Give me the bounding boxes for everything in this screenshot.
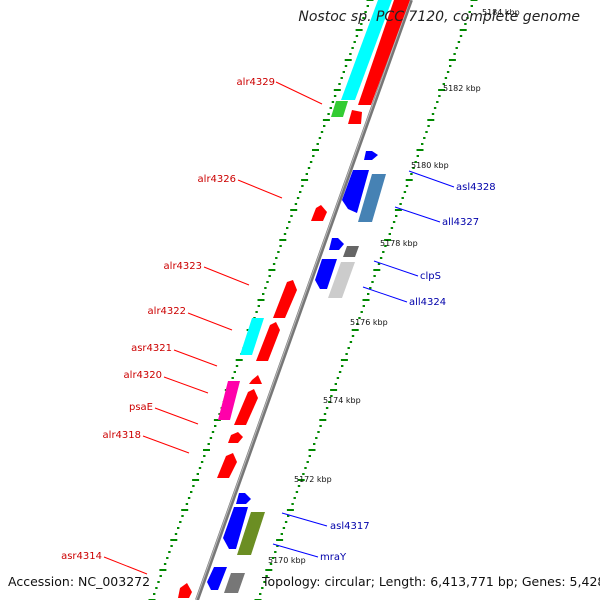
leader-line: [362, 286, 408, 303]
gene-label-mraY[interactable]: mraY: [320, 552, 347, 563]
gene-label-alr4318[interactable]: alr4318: [103, 430, 141, 441]
leader-line: [154, 407, 199, 425]
gene-label-psaE[interactable]: psaE: [129, 402, 153, 413]
genome-backbone-highlight: [195, 0, 411, 600]
gene-label-alr4323[interactable]: alr4323: [164, 261, 202, 272]
gene-label-all4324[interactable]: all4324: [409, 297, 446, 308]
scale-label: 5178 kbp: [380, 239, 418, 248]
gene-alr4322-cyan[interactable]: [240, 318, 264, 355]
gene-label-asr4314[interactable]: asr4314: [61, 551, 102, 562]
scale-label: 5184 kbp: [482, 8, 520, 17]
gene-psaE[interactable]: [234, 389, 258, 425]
gene-clpS[interactable]: [329, 238, 344, 250]
forward-strand-genes: [178, 0, 410, 598]
gene-alr4320-magenta[interactable]: [218, 381, 240, 420]
genome-backbone: [195, 0, 413, 600]
leader-line: [408, 170, 455, 188]
gene-asl4317[interactable]: [236, 493, 251, 504]
gene-label-alr4329[interactable]: alr4329: [237, 77, 275, 88]
leader-line: [275, 81, 323, 105]
gene-alr4323[interactable]: [273, 280, 297, 318]
leader-line: [173, 349, 218, 367]
leader-line: [281, 512, 328, 527]
leader-line: [272, 543, 319, 558]
gene-all4327-blue[interactable]: [342, 170, 369, 213]
gene-gray-small[interactable]: [343, 246, 359, 257]
gene-label-asr4321[interactable]: asr4321: [131, 343, 172, 354]
gene-mraY-olive[interactable]: [237, 512, 265, 555]
gene-mraY-blue[interactable]: [223, 507, 248, 549]
leader-line: [163, 376, 209, 394]
topology-text: Topology: circular; Length: 6,413,771 bp…: [262, 574, 600, 589]
gene-blue-bottom[interactable]: [207, 567, 227, 590]
reverse-strand-genes: [207, 151, 386, 593]
gene-alr4318[interactable]: [228, 432, 243, 443]
scale-label: 5174 kbp: [323, 396, 361, 405]
gene-green-small[interactable]: [331, 101, 348, 117]
gene-red-small-1[interactable]: [348, 110, 362, 124]
scale-label: 5172 kbp: [294, 475, 332, 484]
gene-all4324-gray[interactable]: [328, 262, 355, 298]
scale-label: 5170 kbp: [268, 556, 306, 565]
scale-label: 5180 kbp: [411, 161, 449, 170]
gene-label-asl4328[interactable]: asl4328: [456, 182, 496, 193]
forward-gene-labels: alr4329 alr4326 alr4323 alr4322 asr4321 …: [61, 77, 323, 575]
accession-text: Accession: NC_003272: [8, 574, 151, 589]
leader-line: [203, 266, 250, 286]
inner-tick-row: [148, 0, 374, 600]
leader-line: [394, 206, 441, 223]
reverse-gene-labels: asl4328 all4327 clpS all4324 asl4317 mra…: [272, 170, 496, 563]
leader-line: [237, 179, 283, 199]
map-title: Nostoc sp. PCC 7120, complete genome: [298, 9, 580, 25]
gene-alr4329-red[interactable]: [358, 0, 410, 105]
leader-line: [103, 556, 148, 575]
outer-tick-row: [254, 0, 478, 600]
gene-alr4322-red[interactable]: [256, 322, 280, 361]
leader-line: [373, 260, 419, 277]
gene-alr4326[interactable]: [311, 205, 327, 221]
gene-label-alr4320[interactable]: alr4320: [124, 370, 162, 381]
gene-asr4314[interactable]: [178, 583, 192, 598]
gene-all4327-steel[interactable]: [358, 174, 386, 222]
leader-line: [187, 312, 233, 331]
gene-label-alr4326[interactable]: alr4326: [198, 174, 236, 185]
scale-label: 5182 kbp: [443, 84, 481, 93]
leader-line: [142, 435, 190, 454]
gene-cyan-top[interactable]: [341, 0, 392, 100]
scale-label: 5176 kbp: [350, 318, 388, 327]
gene-label-all4327[interactable]: all4327: [442, 217, 479, 228]
gene-label-clpS[interactable]: clpS: [420, 271, 441, 282]
gene-red-small-3[interactable]: [217, 453, 237, 478]
gene-asl4328[interactable]: [364, 151, 378, 160]
gene-gray-bottom[interactable]: [224, 573, 245, 593]
gene-red-small-2[interactable]: [249, 375, 262, 384]
scale-labels: 5184 kbp 5182 kbp 5180 kbp 5178 kbp 5176…: [268, 8, 520, 565]
gene-all4324-blue[interactable]: [315, 259, 337, 289]
gene-label-alr4322[interactable]: alr4322: [148, 306, 186, 317]
gene-label-asl4317[interactable]: asl4317: [330, 521, 370, 532]
